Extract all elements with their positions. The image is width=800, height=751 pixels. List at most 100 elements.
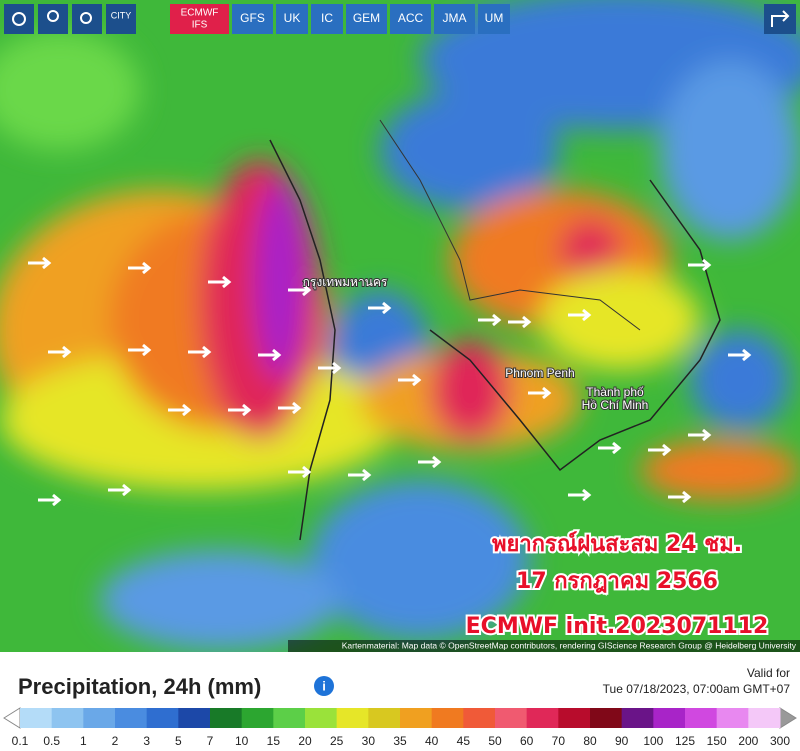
legend-swatch <box>210 708 243 728</box>
legend-swatch <box>51 708 84 728</box>
legend-label: 100 <box>643 734 663 748</box>
model-button[interactable] <box>311 4 343 34</box>
wind-arrow <box>668 490 692 504</box>
wind-arrow <box>688 258 712 272</box>
wind-arrow <box>598 441 622 455</box>
legend-swatch <box>463 708 496 728</box>
legend-label: 125 <box>675 734 695 748</box>
model-label: ACC <box>398 11 424 25</box>
legend-label: 3 <box>143 734 150 748</box>
model-button[interactable] <box>390 4 431 34</box>
location-button[interactable] <box>38 4 68 34</box>
legend-label: 200 <box>738 734 758 748</box>
model-label: IC <box>321 11 333 25</box>
legend-swatch <box>178 708 211 728</box>
zoom-icon <box>80 12 92 24</box>
legend-label: 50 <box>488 734 502 748</box>
wind-arrow <box>48 345 72 359</box>
overlay-line: 17 กรกฎาคม 2566 <box>516 569 718 594</box>
legend-label: 25 <box>330 734 344 748</box>
legend-label: 7 <box>207 734 214 748</box>
overlay-line: ECMWF init.2023071112 <box>466 614 769 639</box>
wind-arrow <box>398 373 422 387</box>
legend-label: 30 <box>362 734 376 748</box>
wind-arrow <box>288 465 312 479</box>
city-label: CITY <box>111 10 132 20</box>
model-label: ECMWF <box>181 8 219 19</box>
wind-arrow <box>128 261 152 275</box>
legend-swatch <box>653 708 686 728</box>
attribution-bg <box>288 640 800 652</box>
legend-panel <box>0 652 800 751</box>
legend-label: 0.1 <box>12 734 29 748</box>
wind-arrow <box>228 403 252 417</box>
wind-arrow <box>208 275 232 289</box>
legend-swatch <box>400 708 433 728</box>
legend-label: 0.5 <box>43 734 60 748</box>
reload-button[interactable] <box>4 4 34 34</box>
attribution: Kartenmaterial: Map data © OpenStreetMap… <box>342 640 797 650</box>
location-icon <box>47 10 59 22</box>
wind-arrow <box>348 468 372 482</box>
legend-label: 70 <box>552 734 566 748</box>
legend-label: 300 <box>770 734 790 748</box>
wind-arrow <box>288 283 312 297</box>
wind-arrow <box>278 401 302 415</box>
legend-label: 1 <box>80 734 87 748</box>
wind-arrow <box>478 313 502 327</box>
reload-icon <box>12 12 26 26</box>
legend-swatch <box>115 708 148 728</box>
wind-arrow <box>418 455 442 469</box>
legend-label: 15 <box>267 734 281 748</box>
model-button[interactable] <box>170 4 229 34</box>
legend-label: 45 <box>457 734 471 748</box>
wind-arrow <box>368 301 392 315</box>
share-button[interactable] <box>764 4 796 34</box>
overlay-line: พยากรณ์ฝนสะสม 24 ชม. <box>492 531 742 557</box>
info-icon: i <box>322 678 326 693</box>
wind-arrow <box>128 343 152 357</box>
legend-swatch <box>431 708 464 728</box>
wind-arrow <box>728 348 752 362</box>
legend-label: 40 <box>425 734 439 748</box>
overlay-text: พยากรณ์ฝนสะสม 24 ชม. 17 กรกฎาคม 2566 ECMWF… <box>464 529 771 641</box>
model-label: UM <box>485 11 504 25</box>
wind-arrow <box>568 308 592 322</box>
legend-label: 150 <box>707 734 727 748</box>
wind-arrow <box>688 428 712 442</box>
legend-swatch <box>495 708 528 728</box>
legend-label: 10 <box>235 734 249 748</box>
legend-swatch <box>526 708 559 728</box>
legend-swatch <box>590 708 623 728</box>
wind-arrow <box>168 403 192 417</box>
legend-label: 5 <box>175 734 182 748</box>
info-button[interactable] <box>314 676 334 696</box>
wind-arrow <box>318 361 342 375</box>
legend-swatch <box>368 708 401 728</box>
model-label: JMA <box>443 11 467 25</box>
legend-swatch <box>305 708 338 728</box>
place-label: Phnom Penh <box>505 366 574 380</box>
wind-arrow <box>28 256 52 270</box>
model-button[interactable] <box>232 4 273 34</box>
model-sublabel: IFS <box>192 20 208 31</box>
place-label: Thành phố <box>586 385 644 399</box>
wind-arrow <box>38 493 62 507</box>
place-label: กรุงเทพมหานคร <box>303 275 388 290</box>
wind-arrow <box>508 315 532 329</box>
wind-arrow <box>648 443 672 457</box>
city-button[interactable] <box>106 4 136 34</box>
legend-swatch <box>83 708 116 728</box>
model-button[interactable] <box>346 4 387 34</box>
legend-title: Precipitation, 24h (mm) <box>18 674 261 699</box>
legend-swatch <box>716 708 749 728</box>
legend-swatch <box>685 708 718 728</box>
model-button[interactable] <box>434 4 475 34</box>
legend-swatch <box>748 708 781 728</box>
model-button[interactable] <box>276 4 308 34</box>
model-button[interactable] <box>478 4 510 34</box>
model-label: UK <box>284 11 301 25</box>
valid-label: Valid for <box>747 666 790 680</box>
zoom-button[interactable] <box>72 4 102 34</box>
